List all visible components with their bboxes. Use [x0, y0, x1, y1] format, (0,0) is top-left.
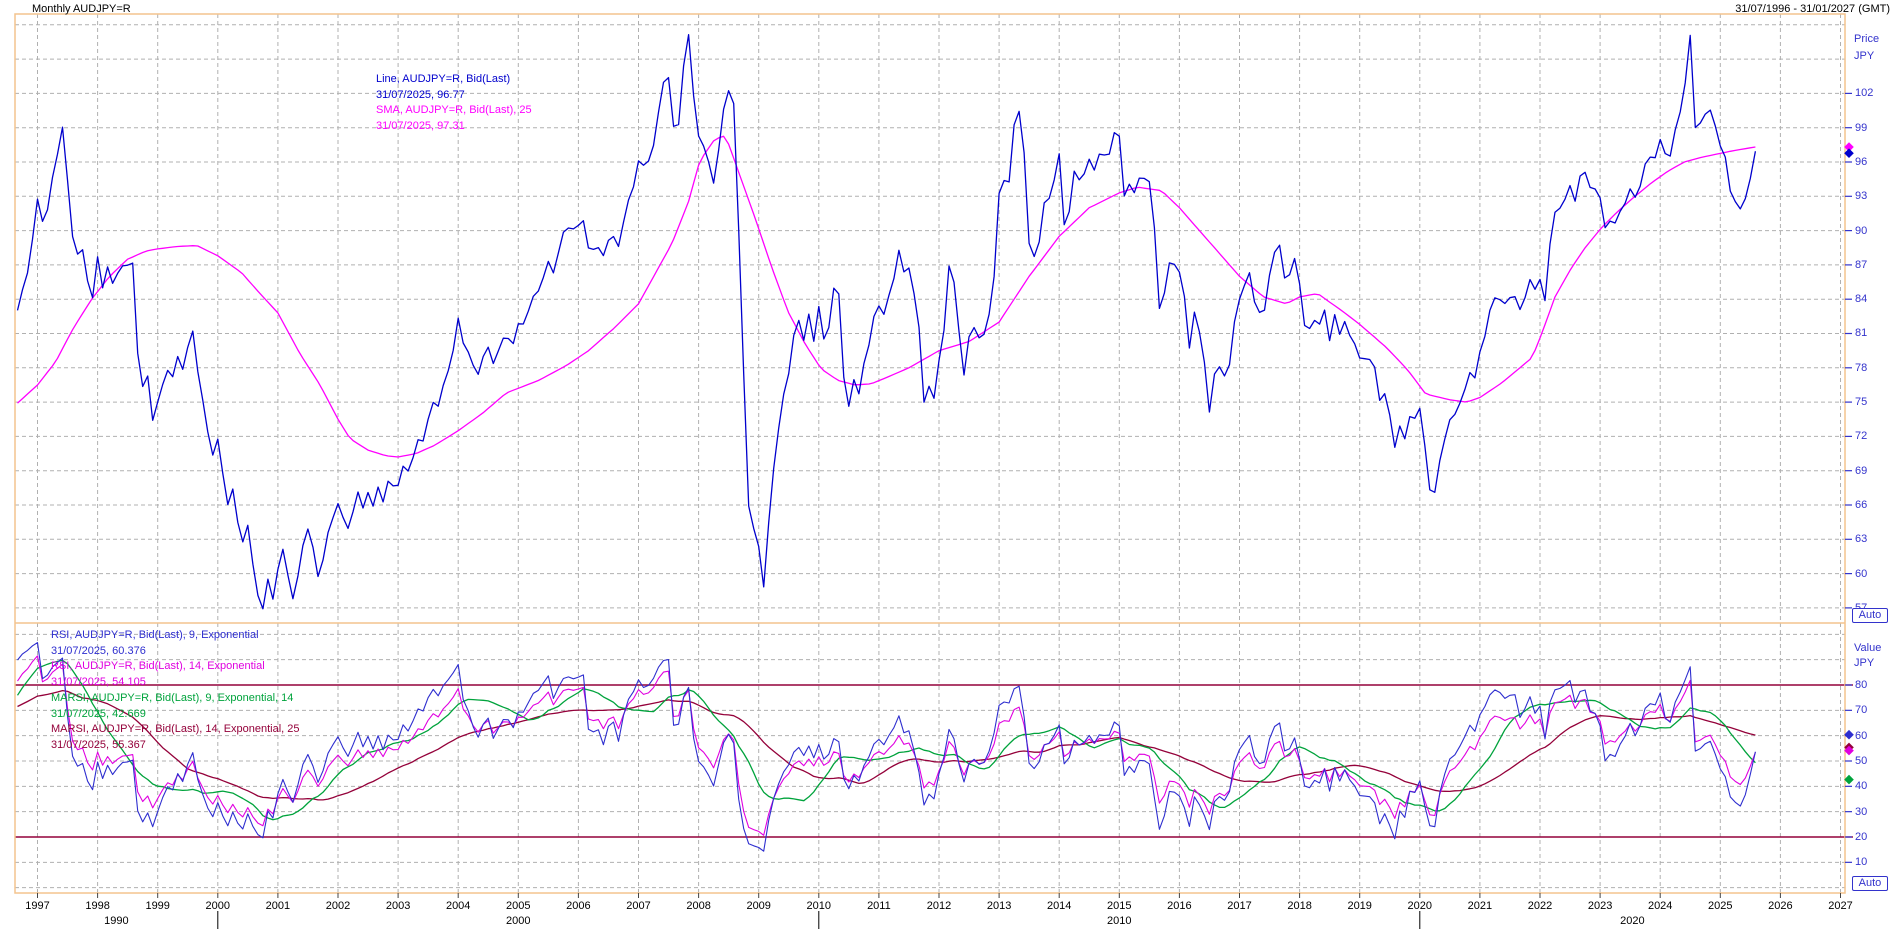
last-value-marker [1844, 774, 1854, 785]
price-tick-label: 66 [1855, 498, 1868, 511]
year-label: 2026 [1768, 900, 1793, 912]
chart-title: Monthly AUDJPY=R [32, 3, 131, 15]
price-tick-label: 69 [1855, 464, 1868, 477]
main-auto-scale-button[interactable]: Auto [1852, 608, 1888, 623]
year-label: 2012 [926, 900, 952, 912]
decade-label: 2000 [506, 915, 531, 927]
price-tick-label: 93 [1855, 190, 1868, 203]
plot-frame [14, 13, 1846, 894]
value-tick-label: 30 [1855, 805, 1868, 818]
price-tick-label: 84 [1855, 293, 1868, 306]
price-tick-label: 81 [1855, 327, 1868, 340]
year-label: 2022 [1527, 900, 1553, 912]
value-tick-label: 50 [1855, 754, 1868, 767]
rsi-legend-row: 31/07/2025, 54.105 [51, 676, 146, 689]
year-label: 2020 [1407, 900, 1433, 912]
value-tick-label: 70 [1855, 704, 1868, 717]
value-axis-title: Value [1854, 642, 1882, 654]
year-label: 2016 [1167, 900, 1192, 912]
price-axis-unit: JPY [1854, 50, 1875, 62]
price-tick-label: 102 [1855, 87, 1874, 100]
marsi14-line [17, 689, 1756, 801]
rsi-legend-row: RSI, AUDJPY=R, Bid(Last), 9, Exponential [51, 629, 259, 641]
value-tick-label: 40 [1855, 780, 1868, 793]
year-label: 2003 [385, 900, 411, 912]
price-tick-label: 90 [1855, 224, 1868, 237]
main-legend-row: 31/07/2025, 96.77 [376, 88, 465, 101]
year-label: 1997 [25, 900, 50, 912]
main-legend-row: 31/07/2025, 97.31 [376, 120, 465, 133]
year-label: 2010 [806, 900, 832, 912]
year-label: 2005 [506, 900, 531, 912]
year-label: 2001 [265, 900, 291, 912]
rsi-legend-row: 31/07/2025, 60.376 [51, 644, 146, 657]
rsi-auto-scale-button[interactable]: Auto [1852, 876, 1888, 891]
year-label: 2009 [746, 900, 771, 912]
year-label: 2024 [1647, 900, 1673, 912]
rsi-legend-row: 31/07/2025, 42.669 [51, 707, 146, 720]
year-label: 2004 [445, 900, 471, 912]
year-label: 2018 [1287, 900, 1312, 912]
date-range: 31/07/1996 - 31/01/2027 (GMT) [1735, 3, 1890, 15]
price-axis-title: Price [1854, 33, 1880, 45]
year-label: 2002 [325, 900, 351, 912]
year-label: 2006 [566, 900, 591, 912]
price-tick-label: 96 [1855, 156, 1868, 168]
year-label: 2011 [867, 900, 891, 912]
year-label: 2014 [1046, 900, 1072, 912]
decade-label: 2010 [1107, 915, 1132, 927]
price-tick-label: 63 [1855, 533, 1868, 546]
year-label: 2019 [1347, 900, 1372, 912]
main-legend-row: Line, AUDJPY=R, Bid(Last) [376, 73, 511, 85]
price-tick-label: 87 [1855, 258, 1868, 271]
year-label: 2000 [205, 900, 231, 912]
last-value-marker [1844, 729, 1854, 740]
value-tick-label: 10 [1855, 856, 1868, 869]
price-tick-label: 72 [1855, 430, 1868, 443]
value-tick-label: 60 [1855, 729, 1868, 742]
value-tick-label: 20 [1855, 830, 1868, 843]
value-tick-label: 80 [1855, 679, 1868, 691]
sma-line [17, 135, 1756, 458]
year-label: 2008 [686, 900, 711, 912]
year-label: 2007 [626, 900, 651, 912]
year-label: 2021 [1467, 900, 1493, 912]
year-label: 1998 [85, 900, 110, 912]
price-tick-label: 99 [1855, 121, 1868, 134]
rsi-legend-row: 31/07/2025, 55.367 [51, 738, 146, 751]
price-tick-label: 78 [1855, 361, 1868, 374]
year-label: 2023 [1587, 900, 1613, 912]
year-label: 2017 [1227, 900, 1252, 912]
year-label: 2013 [986, 900, 1012, 912]
rsi-legend: RSI, AUDJPY=R, Bid(Last), 9, Exponential… [51, 628, 300, 754]
rsi-legend-row: RSI, AUDJPY=R, Bid(Last), 14, Exponentia… [51, 660, 265, 673]
rsi-legend-row: MARSI, AUDJPY=R, Bid(Last), 9, Exponenti… [51, 691, 294, 704]
main-legend: Line, AUDJPY=R, Bid(Last) 31/07/2025, 96.… [376, 72, 532, 135]
year-label: 2025 [1708, 900, 1733, 912]
decade-label: 2020 [1620, 915, 1645, 927]
price-tick-label: 75 [1855, 396, 1868, 409]
year-label: 2015 [1107, 900, 1132, 912]
rsi14-line [17, 655, 1756, 836]
rsi9-line [17, 642, 1756, 852]
value-axis-unit: JPY [1854, 657, 1875, 669]
decade-label: 1990 [104, 915, 129, 927]
year-label: 2027 [1828, 900, 1853, 912]
price-line [16, 34, 1757, 610]
rsi-legend-row: MARSI, AUDJPY=R, Bid(Last), 14, Exponent… [51, 723, 300, 736]
year-label: 1999 [145, 900, 170, 912]
price-tick-label: 60 [1855, 567, 1868, 580]
marsi9-line [16, 659, 1756, 821]
main-legend-row: SMA, AUDJPY=R, Bid(Last), 25 [376, 104, 532, 117]
